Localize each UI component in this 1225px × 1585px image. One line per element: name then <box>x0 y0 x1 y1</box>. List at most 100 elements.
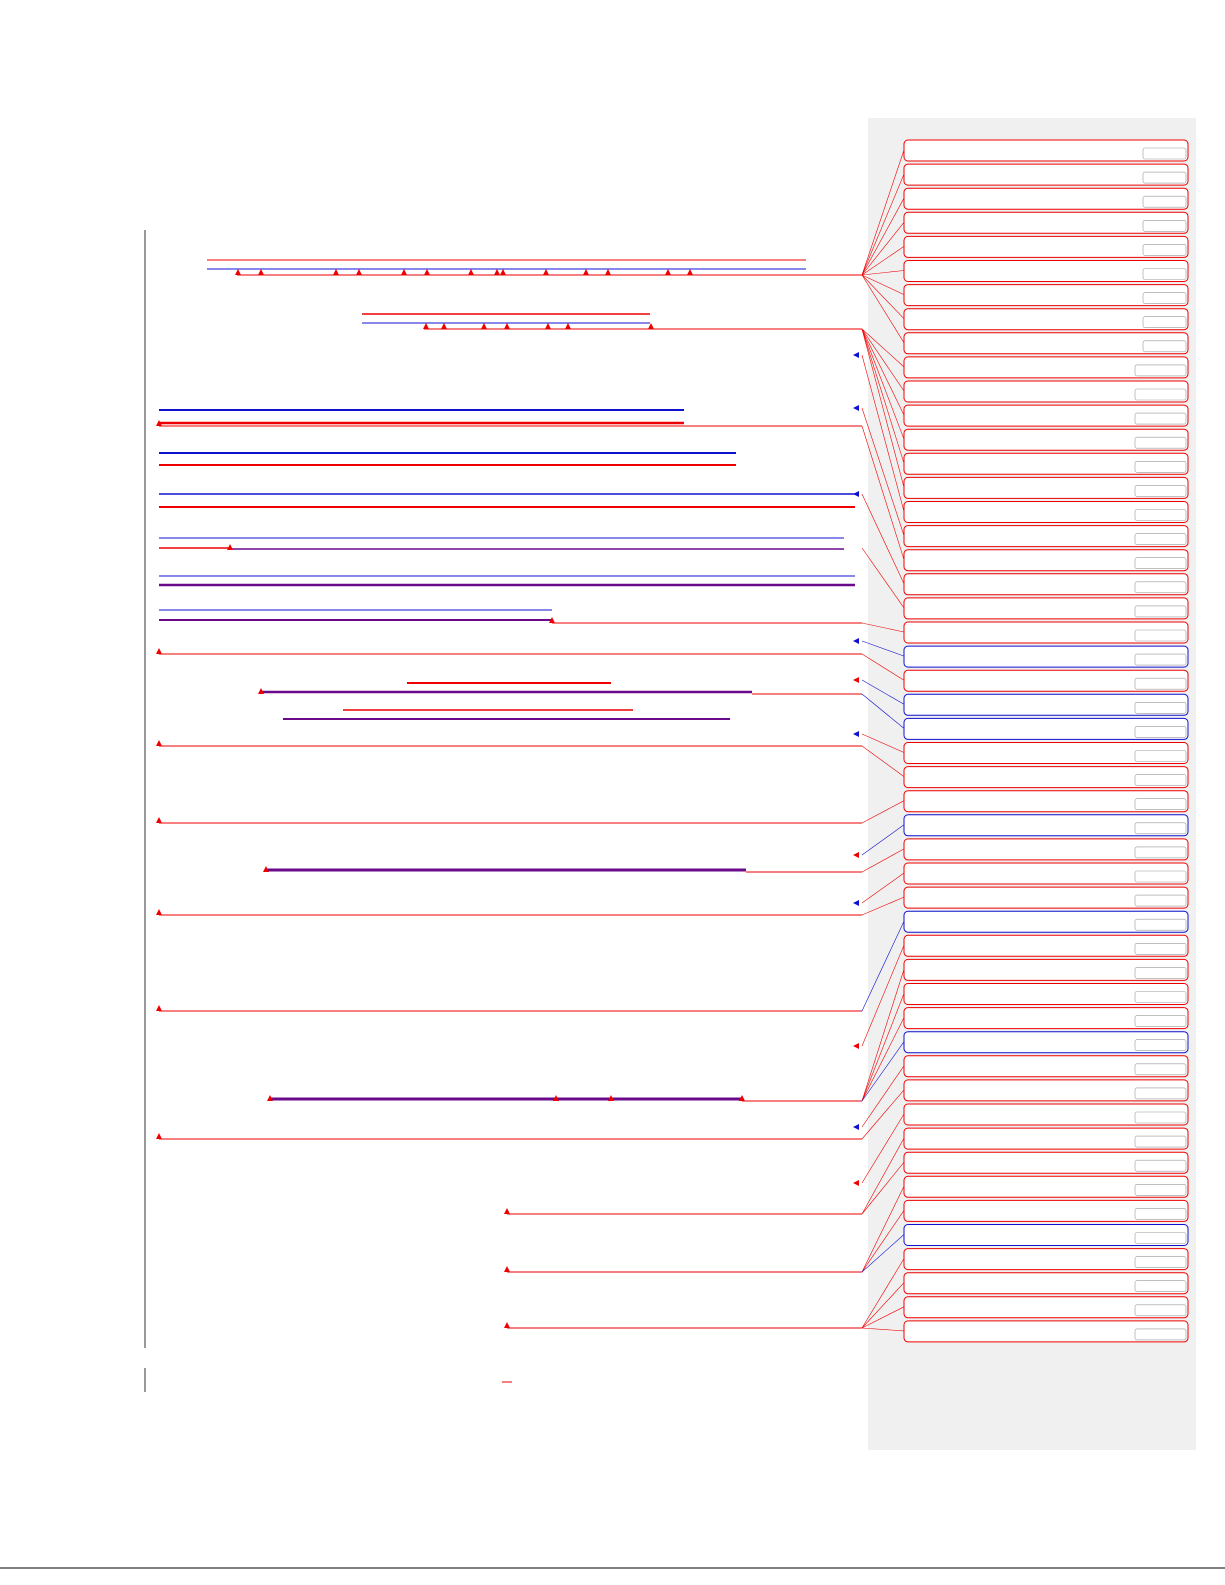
comment-balloon <box>903 404 1189 427</box>
comment-balloon <box>903 983 1189 1005</box>
comment-field <box>1134 967 1187 979</box>
comment-field <box>1134 364 1187 377</box>
comment-balloon <box>903 187 1189 210</box>
comment-field <box>1134 581 1187 594</box>
leader-line <box>861 945 905 1047</box>
comment-field <box>1134 1015 1187 1027</box>
comment-field <box>1134 1328 1187 1341</box>
revision-marker <box>553 1095 559 1101</box>
comment-balloon <box>903 597 1189 620</box>
comment-field <box>1134 798 1187 811</box>
comment-balloon <box>903 1055 1189 1078</box>
revision-marker <box>156 420 162 426</box>
comment-balloon <box>903 332 1189 355</box>
leader-line <box>861 800 905 824</box>
leader-line <box>861 274 905 319</box>
comment-field <box>1134 1135 1187 1148</box>
comment-balloon <box>903 525 1189 548</box>
revision-marker <box>504 1322 510 1328</box>
leader-line <box>861 1327 905 1332</box>
comment-balloon <box>903 211 1189 234</box>
comment-field <box>1134 1184 1187 1196</box>
comment-field <box>1134 1111 1187 1124</box>
comment-arrow <box>853 638 859 644</box>
leader-line <box>861 493 905 584</box>
leader-line <box>861 246 905 276</box>
comment-field <box>1134 388 1187 401</box>
comment-balloon <box>903 1175 1189 1198</box>
comment-field <box>1134 605 1187 618</box>
leader-line <box>861 921 905 1012</box>
comment-field <box>1134 1256 1187 1268</box>
revision-marker <box>565 323 571 329</box>
comment-field <box>1134 460 1187 473</box>
comment-balloon <box>903 1127 1189 1150</box>
comment-balloon <box>903 1272 1189 1295</box>
comment-field <box>1142 340 1187 353</box>
revision-marker <box>156 740 162 746</box>
comment-balloon <box>903 235 1189 258</box>
comment-balloon <box>903 284 1189 307</box>
revision-marker <box>258 688 264 694</box>
revision-marker <box>481 323 487 329</box>
revision-marker <box>665 269 671 275</box>
comment-field <box>1134 436 1187 449</box>
comment-field <box>1134 1232 1187 1244</box>
revision-marker <box>687 269 693 275</box>
revision-marker <box>441 323 447 329</box>
comment-field <box>1134 1159 1187 1172</box>
leader-line <box>861 1258 905 1329</box>
comment-balloon <box>903 501 1189 523</box>
leader-line <box>861 354 905 512</box>
comment-field <box>1134 942 1187 955</box>
revision-marker <box>608 1095 614 1101</box>
leader-line <box>861 328 905 488</box>
leader-line <box>861 1162 905 1215</box>
revision-marker <box>356 269 362 275</box>
comment-field <box>1134 533 1187 545</box>
revision-marker <box>423 323 429 329</box>
comment-balloon <box>903 742 1189 764</box>
comment-field <box>1134 1208 1187 1220</box>
comment-field <box>1142 195 1187 208</box>
leader-line <box>861 425 905 560</box>
leader-line <box>861 198 905 276</box>
revision-marker <box>156 909 162 915</box>
comment-field <box>1134 1063 1187 1076</box>
comment-field <box>1142 244 1187 256</box>
revision-marker <box>424 269 430 275</box>
leader-line <box>861 547 905 609</box>
comment-balloon <box>903 1224 1189 1246</box>
leader-line <box>861 693 905 729</box>
comment-arrow <box>853 491 859 497</box>
comment-balloon <box>903 862 1189 885</box>
comment-field <box>1134 894 1187 907</box>
comment-arrow <box>853 731 859 737</box>
comment-balloon <box>903 790 1189 813</box>
leader-line <box>861 622 905 633</box>
comment-field <box>1134 653 1187 666</box>
comment-field <box>1134 870 1187 883</box>
revision-marker <box>549 617 555 623</box>
comment-field <box>1134 677 1187 690</box>
leader-line <box>861 407 905 536</box>
comment-balloon <box>903 476 1189 499</box>
comment-field <box>1134 774 1187 786</box>
revision-marker <box>545 323 551 329</box>
comment-field <box>1134 629 1187 642</box>
comment-arrow <box>853 677 859 683</box>
comment-field <box>1134 918 1187 931</box>
leader-line <box>861 274 905 343</box>
comment-field <box>1134 750 1187 762</box>
comment-balloon <box>903 1031 1189 1054</box>
comment-balloon <box>903 886 1189 909</box>
leader-line <box>861 270 905 276</box>
revision-marker <box>500 269 506 275</box>
leader-line <box>861 274 905 295</box>
comment-balloon <box>903 717 1189 740</box>
comment-balloon <box>903 1296 1189 1319</box>
leader-line <box>861 745 905 777</box>
comment-balloon <box>903 1248 1189 1271</box>
